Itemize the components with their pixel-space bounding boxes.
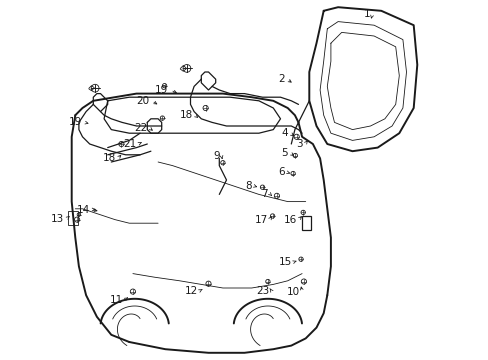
Text: 3: 3: [296, 139, 303, 149]
Text: 12: 12: [184, 286, 197, 296]
Text: 18: 18: [102, 153, 116, 163]
Text: 10: 10: [286, 287, 300, 297]
Text: 1: 1: [363, 9, 370, 19]
Text: 7: 7: [261, 189, 267, 199]
Text: 23: 23: [256, 286, 269, 296]
Text: 16: 16: [283, 215, 296, 225]
Text: 4: 4: [281, 128, 287, 138]
Text: 2: 2: [278, 74, 285, 84]
Text: 17: 17: [254, 215, 267, 225]
Text: 18: 18: [180, 110, 193, 120]
Text: 21: 21: [123, 139, 136, 149]
Text: 14: 14: [76, 204, 89, 215]
Bar: [302, 216, 310, 230]
Text: 19: 19: [69, 117, 82, 127]
Text: 6: 6: [277, 167, 284, 177]
Text: 8: 8: [244, 181, 251, 191]
Text: 22: 22: [134, 123, 147, 133]
Text: 15: 15: [278, 257, 291, 267]
Text: 19: 19: [155, 85, 168, 95]
Text: 11: 11: [110, 294, 123, 305]
Text: 9: 9: [213, 150, 219, 161]
Text: 13: 13: [51, 214, 64, 224]
Text: 20: 20: [137, 96, 149, 106]
Text: 5: 5: [281, 148, 287, 158]
Bar: [68, 211, 78, 225]
